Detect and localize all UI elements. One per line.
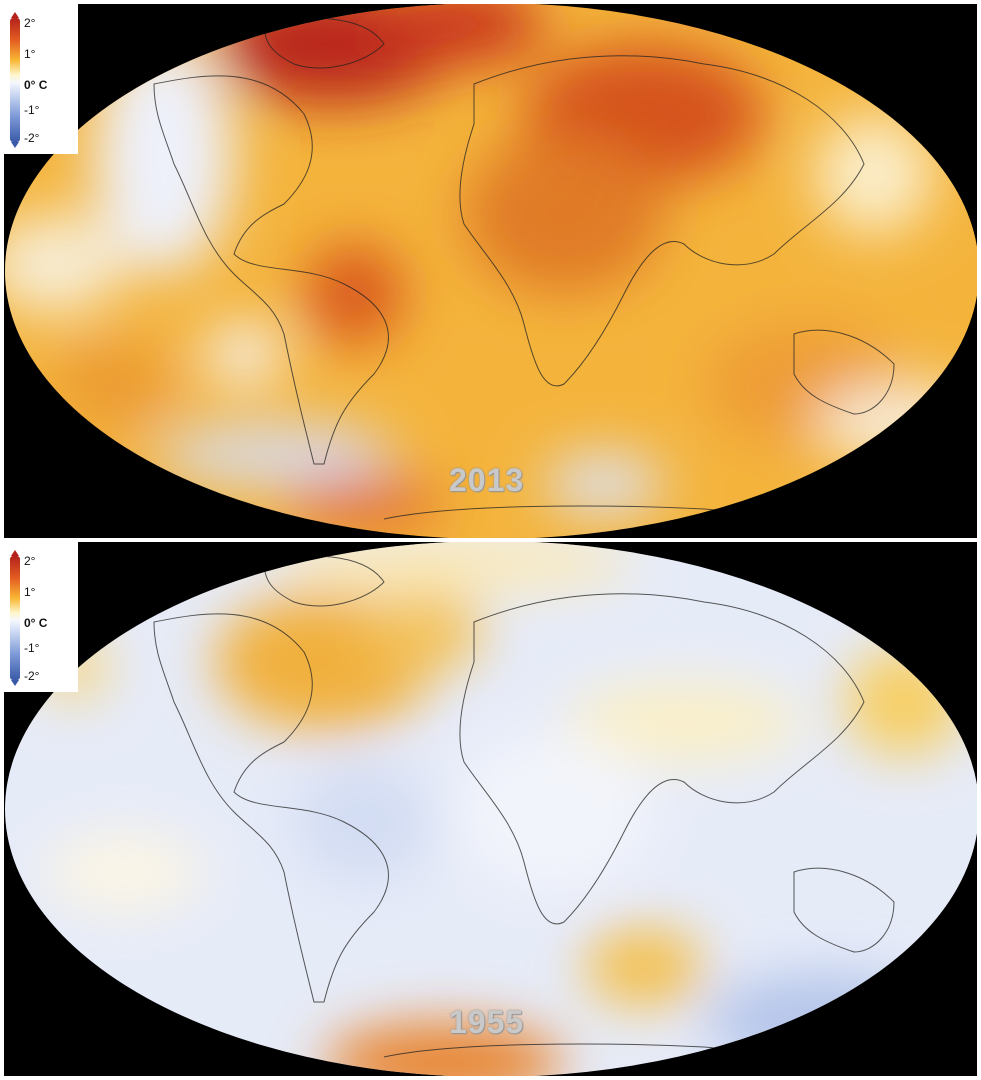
temperature-anomaly-map-2013 xyxy=(5,4,977,538)
legend-color-bar xyxy=(10,556,20,680)
legend-tick-minus-2: -2° xyxy=(24,131,40,145)
legend-tick-1: 1° xyxy=(24,47,36,61)
legend-arrow-up-icon xyxy=(11,12,19,18)
legend-tick-minus-1: -1° xyxy=(24,641,40,655)
color-scale-legend: 2° 1° 0° C -1° -2° xyxy=(4,542,78,692)
legend-tick-0: 0° C xyxy=(24,78,48,92)
map-panel-2013: 2° 1° 0° C -1° -2° 2013 xyxy=(4,4,977,538)
map-panel-1955: 2° 1° 0° C -1° -2° 1955 xyxy=(4,542,977,1076)
legend-tick-2: 2° xyxy=(24,16,36,30)
legend-tick-2: 2° xyxy=(24,554,36,568)
legend-tick-1: 1° xyxy=(24,585,36,599)
legend-tick-minus-2: -2° xyxy=(24,669,40,683)
legend-arrow-down-icon xyxy=(11,680,19,686)
legend-arrow-up-icon xyxy=(11,550,19,556)
legend-arrow-down-icon xyxy=(11,142,19,148)
year-label: 2013 xyxy=(449,462,525,498)
legend-tick-minus-1: -1° xyxy=(24,103,40,117)
color-scale-legend: 2° 1° 0° C -1° -2° xyxy=(4,4,78,154)
temperature-anomaly-map-1955 xyxy=(5,542,977,1076)
legend-color-bar xyxy=(10,18,20,142)
year-label: 1955 xyxy=(449,1004,525,1040)
legend-tick-0: 0° C xyxy=(24,616,48,630)
